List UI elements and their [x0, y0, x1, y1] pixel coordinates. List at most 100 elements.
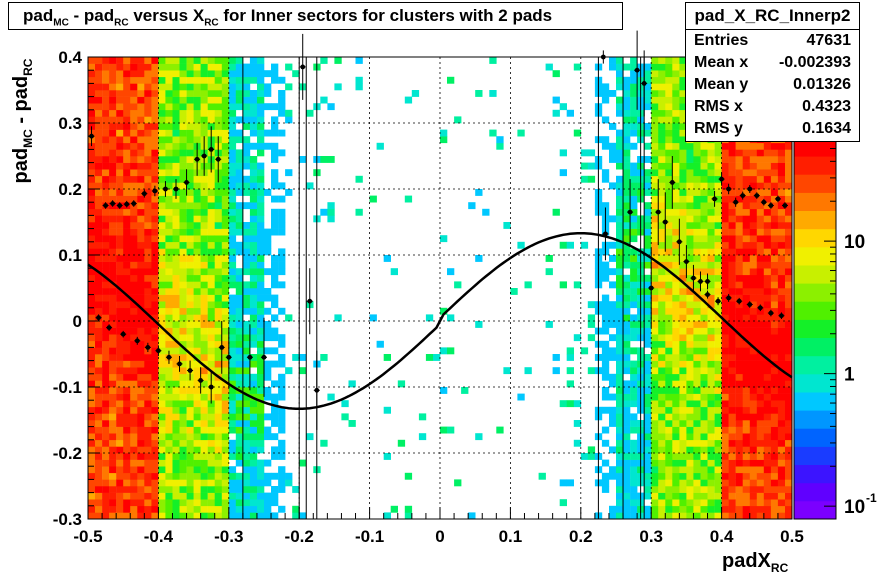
heatmap-cell	[186, 479, 194, 487]
heatmap-cell	[785, 195, 793, 203]
heatmap-cell	[165, 123, 173, 130]
heatmap-cell	[700, 241, 708, 249]
heatmap-cell	[116, 400, 124, 408]
heatmap-cell	[257, 499, 265, 507]
heatmap-cell	[658, 321, 666, 328]
heatmap-cell	[137, 420, 145, 427]
heatmap-cell	[207, 492, 215, 500]
heatmap-cell	[221, 413, 230, 421]
heatmap-cell	[777, 479, 786, 487]
heatmap-cell	[271, 123, 279, 130]
heatmap-cell	[271, 208, 279, 216]
heatmap-cell	[116, 189, 124, 196]
heatmap-cell	[257, 57, 265, 64]
heatmap-cell	[102, 406, 110, 414]
heatmap-cell	[151, 235, 159, 243]
heatmap-cell	[228, 413, 237, 421]
profile-point	[740, 193, 746, 199]
title-part: for Inner sectors for clusters with 2 pa…	[218, 6, 553, 25]
heatmap-cell	[249, 182, 258, 190]
heatmap-cell	[616, 189, 624, 196]
stats-label: Mean y	[694, 76, 749, 93]
heatmap-cell	[193, 327, 201, 335]
profile-point	[208, 384, 214, 390]
heatmap-cell	[186, 466, 194, 474]
heatmap-cell	[193, 228, 201, 236]
heatmap-cell	[200, 446, 208, 454]
heatmap-cell	[137, 129, 145, 137]
heatmap-cell	[186, 248, 194, 256]
heatmap-cell	[179, 96, 187, 104]
heatmap-cell	[616, 156, 624, 163]
color-scale-segment	[794, 174, 836, 193]
heatmap-cell	[137, 459, 145, 467]
heatmap-cell	[686, 334, 694, 342]
stats-value: 0.4323	[802, 98, 851, 115]
heatmap-cell	[616, 307, 624, 315]
heatmap-cell	[644, 301, 652, 309]
heatmap-cell	[151, 420, 159, 427]
heatmap-cell	[228, 248, 237, 256]
heatmap-cell	[665, 347, 673, 355]
heatmap-cell	[158, 63, 166, 71]
heatmap-cell	[630, 446, 638, 454]
heatmap-cell	[679, 459, 687, 467]
heatmap-cell	[693, 347, 701, 355]
heatmap-cell	[116, 301, 124, 309]
heatmap-cell	[749, 301, 758, 309]
heatmap-cell	[137, 136, 145, 144]
heatmap-cell	[221, 182, 230, 190]
heatmap-cell	[249, 195, 258, 203]
heatmap-cell	[601, 373, 610, 381]
heatmap-cell	[172, 433, 180, 441]
heatmap-cell	[95, 413, 103, 421]
heatmap-cell	[249, 505, 258, 513]
heatmap-cell	[644, 202, 652, 210]
heatmap-cell	[686, 446, 694, 454]
heatmap-cell	[109, 261, 117, 269]
heatmap-cell	[440, 426, 448, 434]
heatmap-cell	[630, 373, 638, 381]
heatmap-cell	[257, 314, 265, 322]
heatmap-cell	[151, 169, 159, 177]
heatmap-cell	[151, 446, 159, 454]
heatmap-cell	[587, 175, 596, 183]
heatmap-cell	[172, 116, 180, 124]
heatmap-cell	[651, 235, 659, 243]
heatmap-cell	[742, 261, 750, 269]
heatmap-cell	[151, 433, 159, 441]
heatmap-cell	[763, 492, 772, 500]
heatmap-cell	[249, 116, 258, 124]
heatmap-cell	[257, 406, 265, 414]
heatmap-cell	[137, 499, 145, 507]
heatmap-cell	[228, 347, 237, 355]
profile-point	[300, 64, 306, 70]
heatmap-cell	[221, 235, 230, 243]
stats-label: Entries	[694, 32, 749, 49]
heatmap-cell	[658, 175, 666, 183]
heatmap-cell	[271, 281, 279, 289]
heatmap-cell	[88, 466, 96, 474]
heatmap-cell	[785, 274, 793, 282]
heatmap-cell	[616, 327, 624, 335]
heatmap-cell	[151, 261, 159, 269]
heatmap-cell	[109, 136, 117, 144]
stats-row: Mean x -0.002393	[694, 52, 851, 74]
heatmap-cell	[679, 274, 687, 282]
heatmap-cell	[644, 288, 652, 295]
heatmap-cell	[102, 182, 110, 190]
heatmap-cell	[88, 255, 96, 262]
heatmap-cell	[102, 96, 110, 104]
heatmap-cell	[644, 439, 652, 447]
heatmap-cell	[123, 189, 131, 196]
heatmap-cell	[109, 472, 117, 480]
heatmap-cell	[700, 406, 708, 414]
heatmap-cell	[123, 235, 131, 243]
heatmap-cell	[601, 360, 610, 368]
heatmap-cell	[707, 281, 715, 289]
heatmap-cell	[200, 288, 208, 295]
heatmap-cell	[735, 307, 743, 315]
heatmap-cell	[137, 380, 145, 388]
heatmap-cell	[151, 70, 159, 78]
heatmap-cell	[158, 301, 166, 309]
